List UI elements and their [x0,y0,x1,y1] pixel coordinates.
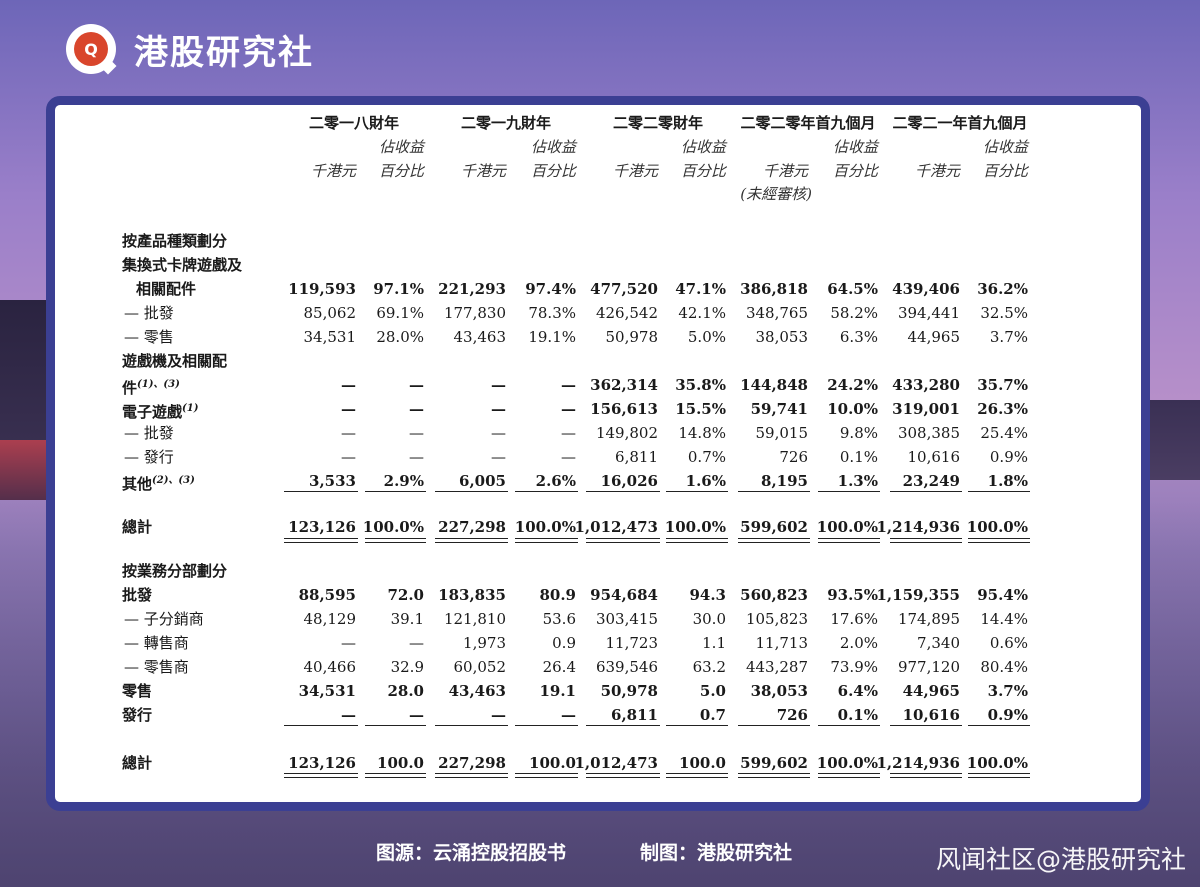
background-bridge [1148,400,1200,480]
watermark: 风闻社区@港股研究社 [935,845,1186,874]
background-lights [0,440,48,500]
brand-logo-icon: Q [66,24,117,75]
footer-made-by: 制图：港股研究社 [640,842,793,864]
document-panel [46,96,1150,811]
brand-logo: Q 港股研究社 [66,24,314,75]
brand-name: 港股研究社 [134,32,314,73]
footer-source: 图源：云涌控股招股书 [376,842,567,864]
